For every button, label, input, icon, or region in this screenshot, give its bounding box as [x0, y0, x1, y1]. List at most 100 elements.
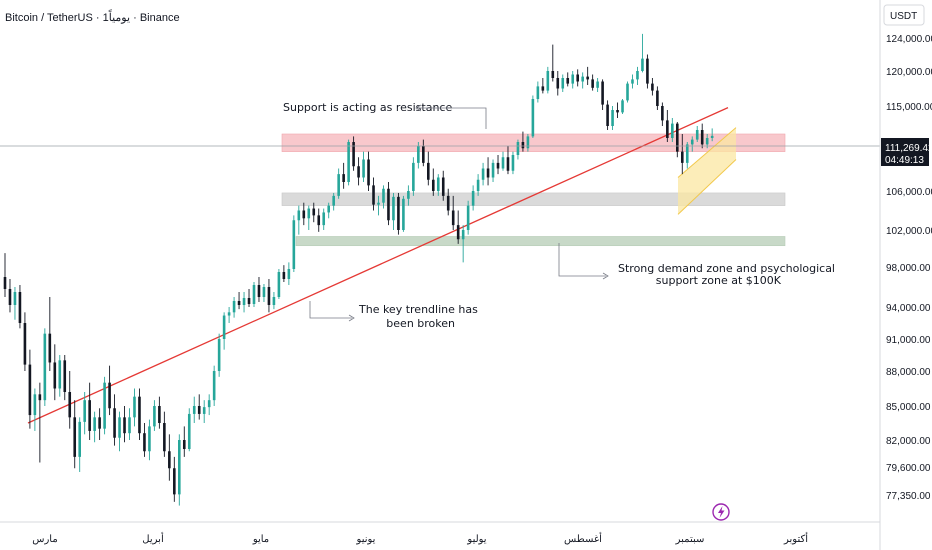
candle	[427, 151, 430, 186]
candle-body	[402, 198, 405, 230]
candle-body	[611, 110, 614, 126]
candle-body	[282, 272, 286, 279]
lightning-icon[interactable]	[712, 503, 730, 521]
candle-body	[227, 312, 231, 316]
candle-body	[93, 417, 96, 431]
candle	[3, 253, 7, 297]
candle	[656, 86, 659, 110]
candle	[456, 210, 460, 244]
candle-body	[113, 408, 116, 438]
candle	[680, 134, 684, 175]
annotation-arrowhead	[348, 314, 355, 322]
candle-body	[671, 123, 674, 138]
candle-body	[676, 123, 679, 152]
candle-body	[690, 139, 694, 145]
ascending-channel	[678, 127, 736, 215]
candle-body	[417, 146, 420, 163]
candle-body	[521, 142, 525, 149]
candle	[23, 312, 27, 371]
candle	[192, 396, 196, 423]
candle	[13, 287, 17, 320]
candle	[287, 262, 291, 285]
candle-body	[466, 205, 470, 230]
x-tick-label: أبريل	[142, 532, 164, 545]
candle-body	[222, 315, 226, 339]
candle	[387, 182, 390, 226]
y-tick-label: 88,000.00	[886, 367, 931, 378]
candle	[78, 417, 81, 472]
candle	[322, 208, 326, 230]
candle-body	[506, 157, 510, 171]
candle-body	[217, 339, 221, 371]
x-tick-label: يونيو	[356, 534, 376, 545]
candle-body	[292, 220, 296, 269]
candle	[397, 192, 400, 235]
candle-body	[451, 210, 455, 226]
candle-body	[516, 142, 520, 155]
candle-body	[531, 99, 535, 137]
candle	[451, 195, 455, 230]
trendline	[27, 107, 729, 424]
annotation-arrow	[558, 243, 606, 277]
candle-body	[606, 104, 609, 126]
candle	[417, 142, 420, 169]
candle	[88, 382, 91, 440]
candle-body	[277, 272, 281, 297]
y-tick-label: 85,000.00	[886, 402, 931, 413]
candle	[382, 185, 385, 209]
candle-body	[695, 130, 699, 140]
x-tick-label: أكتوبر	[783, 532, 808, 545]
candle	[53, 344, 57, 401]
candle-body	[641, 58, 644, 71]
candle-body	[601, 81, 604, 105]
candle	[247, 289, 251, 307]
candle	[138, 388, 141, 440]
candle	[685, 142, 689, 169]
candle	[700, 123, 704, 149]
candle-body	[168, 451, 171, 469]
candle	[48, 297, 52, 371]
candle	[337, 168, 340, 199]
candle-body	[387, 188, 390, 221]
candle-body	[63, 360, 67, 392]
candle	[237, 292, 241, 310]
candle	[422, 139, 425, 167]
annotation-arrow	[418, 107, 487, 129]
candle-body	[476, 179, 480, 191]
candle-body	[173, 468, 176, 495]
candle-body	[337, 174, 340, 196]
candle	[646, 54, 649, 89]
candle	[38, 382, 42, 463]
annotation-resistance: Support is acting as resistance	[283, 101, 452, 114]
candle	[616, 102, 619, 118]
x-tick-label: مارس	[32, 534, 57, 545]
currency-button[interactable]	[883, 4, 925, 26]
candle	[58, 355, 62, 397]
candle	[446, 188, 450, 216]
candle	[636, 66, 639, 85]
candle	[28, 349, 32, 429]
x-tick-label: سبتمبر	[675, 534, 705, 545]
candle	[277, 269, 281, 299]
candle	[551, 44, 555, 82]
candle-body	[700, 130, 704, 145]
candle-body	[192, 406, 196, 414]
candle-body	[18, 292, 22, 323]
candle	[695, 126, 699, 142]
y-tick-label: 77,350.00	[886, 491, 931, 502]
candle	[302, 202, 306, 226]
candle	[581, 72, 584, 89]
candle	[347, 139, 350, 186]
candle	[556, 71, 560, 96]
candle-body	[626, 83, 629, 101]
candle	[128, 408, 131, 440]
candle-body	[53, 362, 57, 389]
candle	[491, 159, 495, 182]
candle	[566, 72, 570, 87]
candle-body	[631, 79, 634, 84]
candle	[506, 146, 510, 175]
y-tick-label: 102,000.00	[886, 226, 932, 237]
annotation-demand-1: Strong demand zone and psychological	[618, 262, 835, 275]
